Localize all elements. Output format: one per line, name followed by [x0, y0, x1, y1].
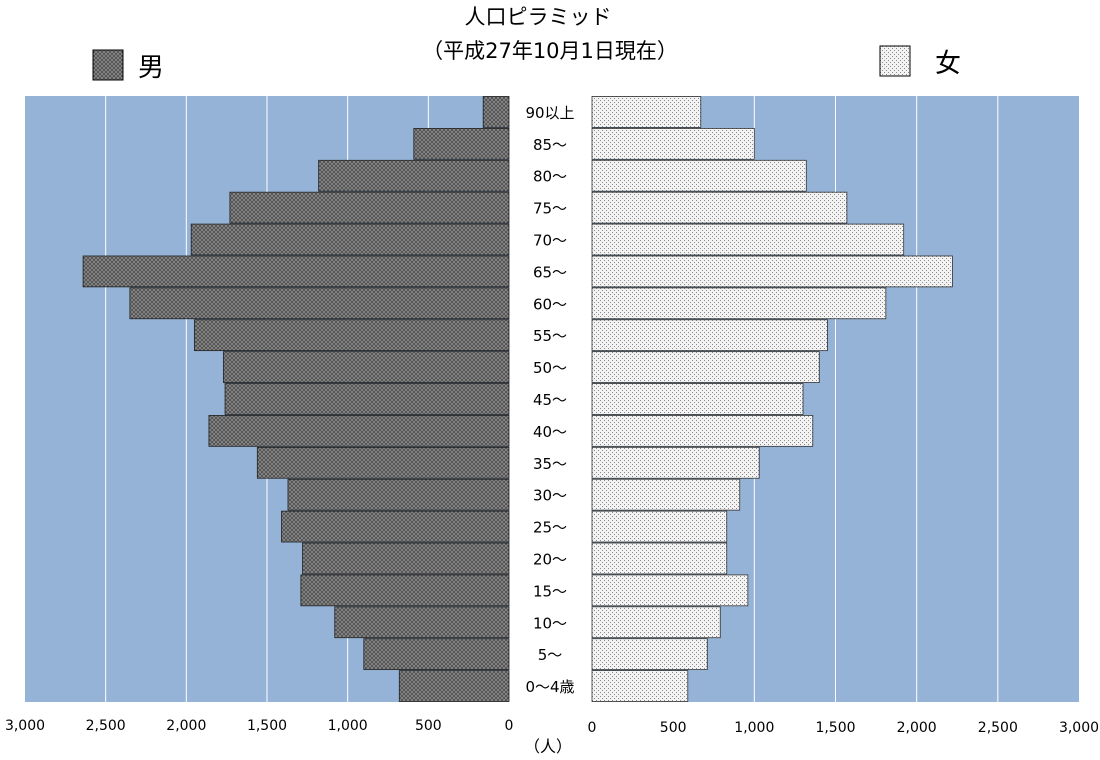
age-category-label: 55～: [533, 327, 567, 345]
age-category-label: 10～: [533, 614, 567, 632]
female-bar: [591, 96, 702, 128]
male-bar: [82, 255, 510, 288]
male-bar: [334, 606, 510, 639]
chart-title: 人口ピラミッド: [465, 5, 612, 29]
male-legend-swatch: [92, 49, 124, 81]
age-category-label: 30～: [533, 487, 567, 505]
male-bar: [256, 446, 510, 479]
female-bar: [591, 351, 820, 383]
male-bar: [302, 542, 510, 575]
male-bar: [318, 159, 510, 192]
male-axis-tick: 2,000: [166, 718, 206, 734]
age-category-label: 15～: [533, 582, 567, 600]
male-bar: [287, 478, 510, 511]
female-bar: [591, 127, 755, 160]
male-axis-tick: 1,500: [247, 718, 287, 734]
male-bar: [224, 383, 510, 415]
axis-ticks: 3,000 2,500 2,000 1,500 1,000 500 0 0 500 1,000 1,…: [5, 718, 1099, 736]
female-axis-tick: 2,000: [897, 720, 937, 736]
category-labels: 90以上 85～ 80～ 75～ 70～ 65～ 60～ 55～ 50～ 45～ 40～ 35～ 30～…: [525, 104, 574, 696]
male-bar: [363, 638, 510, 671]
male-bar: [398, 670, 510, 702]
chart-subtitle: （平成27年10月1日現在）: [422, 39, 678, 63]
female-bar: [591, 542, 728, 575]
female-bar: [591, 255, 953, 288]
male-bar: [281, 510, 510, 543]
age-category-label: 75～: [533, 200, 567, 218]
male-axis-tick: 500: [415, 718, 442, 734]
female-bar: [591, 319, 828, 352]
age-category-label: 45～: [533, 391, 567, 409]
female-bar: [591, 478, 741, 511]
female-bar: [591, 606, 721, 639]
female-axis-tick: 3,000: [1059, 720, 1099, 736]
female-bar: [591, 223, 905, 256]
bars: [82, 96, 953, 702]
age-category-label: 70～: [533, 232, 567, 250]
female-bar: [591, 510, 728, 543]
age-category-label: 65～: [533, 263, 567, 281]
female-bar: [591, 446, 760, 479]
unit-label: （人）: [524, 737, 572, 756]
male-axis-tick: 1,000: [328, 718, 368, 734]
female-bar: [591, 159, 807, 192]
female-bar: [591, 191, 848, 224]
age-category-label: 85～: [533, 136, 567, 154]
male-bar: [223, 351, 510, 383]
age-category-label: 50～: [533, 359, 567, 377]
age-category-label: 20～: [533, 550, 567, 568]
female-legend-label: 女: [935, 49, 961, 79]
age-category-label: 90以上: [525, 104, 574, 122]
male-axis-tick: 0: [505, 718, 514, 734]
age-category-label: 60～: [533, 295, 567, 313]
female-axis-tick: 2,500: [978, 720, 1018, 736]
female-axis-tick: 1,500: [815, 720, 855, 736]
male-axis-tick: 2,500: [86, 718, 126, 734]
age-category-label: 40～: [533, 423, 567, 441]
male-bar: [229, 191, 510, 224]
female-bar: [591, 383, 804, 415]
male-bar: [190, 223, 510, 256]
female-bar: [591, 638, 708, 671]
female-bar: [591, 415, 814, 447]
female-bar: [591, 287, 887, 320]
male-bar: [413, 127, 510, 160]
female-axis-tick: 0: [588, 720, 597, 736]
age-category-label: 5～: [538, 646, 563, 664]
female-bar: [591, 574, 749, 607]
male-bar: [193, 319, 510, 352]
male-bar: [208, 415, 510, 447]
female-bar: [591, 670, 689, 702]
male-bar: [300, 574, 510, 607]
age-category-label: 25～: [533, 519, 567, 537]
male-bar: [129, 287, 510, 320]
female-axis-tick: 1,000: [734, 720, 774, 736]
male-bar: [482, 96, 510, 128]
male-legend-label: 男: [138, 53, 164, 83]
age-category-label: 35～: [533, 455, 567, 473]
female-legend-swatch: [879, 45, 911, 77]
male-axis-tick: 3,000: [5, 718, 45, 734]
age-category-label: 80～: [533, 168, 567, 186]
age-category-label: 0～4歳: [525, 678, 574, 696]
female-axis-tick: 500: [660, 720, 687, 736]
